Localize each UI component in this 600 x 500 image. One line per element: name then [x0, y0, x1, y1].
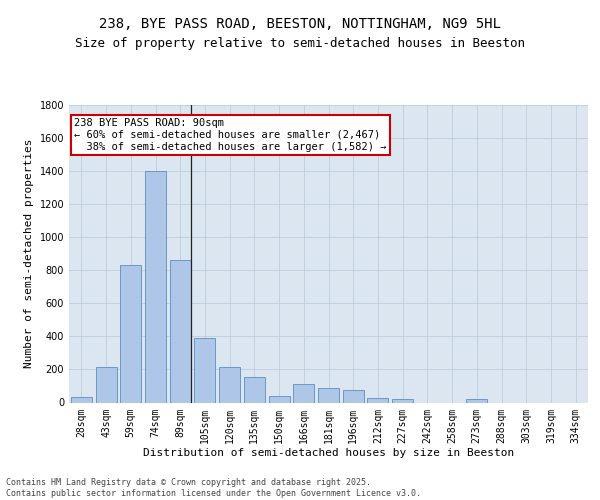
Bar — [466, 399, 487, 402]
Bar — [145, 171, 166, 402]
Y-axis label: Number of semi-detached properties: Number of semi-detached properties — [24, 139, 34, 368]
Text: Contains HM Land Registry data © Crown copyright and database right 2025.
Contai: Contains HM Land Registry data © Crown c… — [6, 478, 421, 498]
Bar — [293, 384, 314, 402]
Bar — [318, 388, 339, 402]
X-axis label: Distribution of semi-detached houses by size in Beeston: Distribution of semi-detached houses by … — [143, 448, 514, 458]
Bar — [194, 338, 215, 402]
Bar — [170, 260, 191, 402]
Bar — [120, 266, 141, 402]
Bar — [343, 390, 364, 402]
Bar — [269, 396, 290, 402]
Bar — [95, 367, 116, 402]
Text: 238, BYE PASS ROAD, BEESTON, NOTTINGHAM, NG9 5HL: 238, BYE PASS ROAD, BEESTON, NOTTINGHAM,… — [99, 18, 501, 32]
Bar — [392, 399, 413, 402]
Bar — [367, 398, 388, 402]
Bar — [71, 396, 92, 402]
Text: Size of property relative to semi-detached houses in Beeston: Size of property relative to semi-detach… — [75, 38, 525, 51]
Bar — [219, 367, 240, 402]
Text: 238 BYE PASS ROAD: 90sqm
← 60% of semi-detached houses are smaller (2,467)
  38%: 238 BYE PASS ROAD: 90sqm ← 60% of semi-d… — [74, 118, 386, 152]
Bar — [244, 377, 265, 402]
